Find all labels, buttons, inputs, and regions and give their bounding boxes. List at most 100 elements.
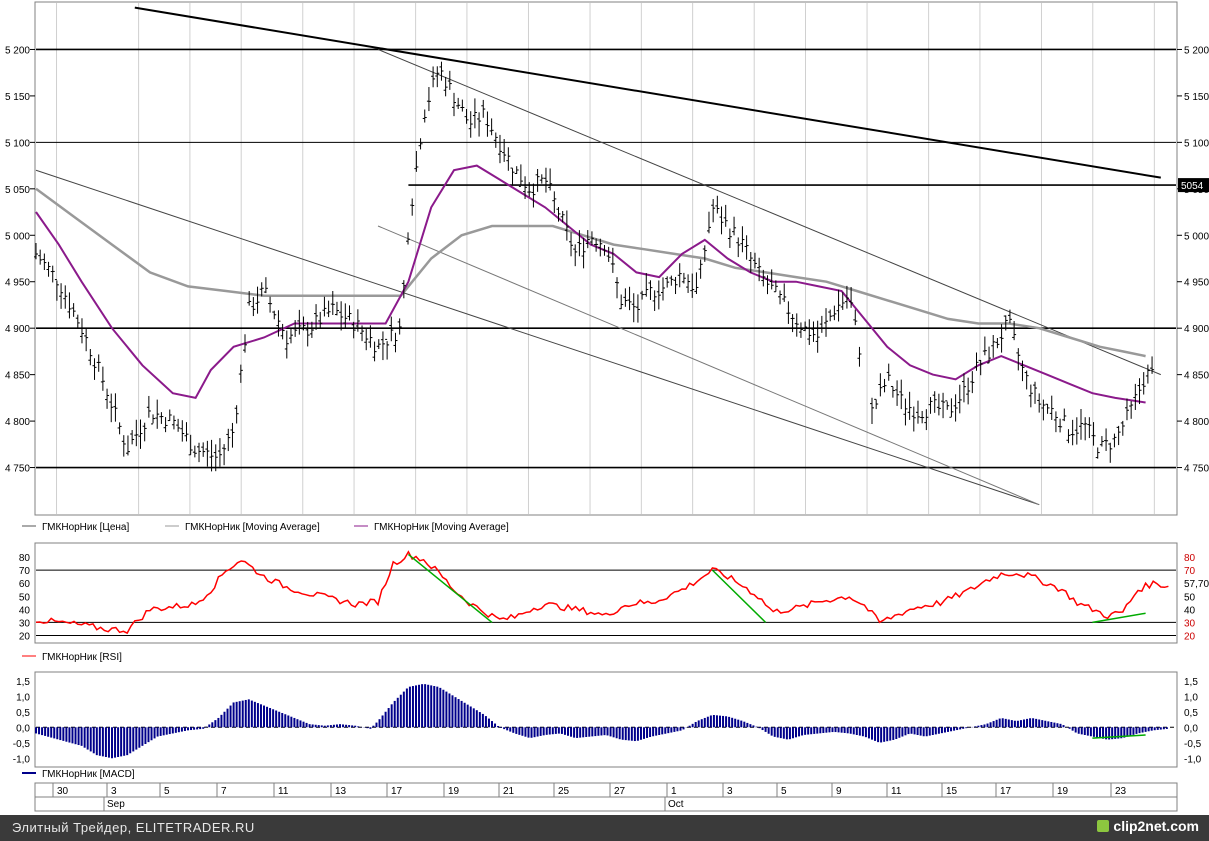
trend-line bbox=[377, 225, 1040, 506]
y-tick-label-left: 5 200 bbox=[5, 45, 30, 56]
x-day-label: 5 bbox=[781, 786, 787, 797]
legend-rsi: ГМКНорНик [RSI] bbox=[42, 652, 122, 663]
macd-legend: ГМКНорНик [MACD] bbox=[22, 769, 135, 780]
x-day-label: 7 bbox=[221, 786, 227, 797]
rsi-tick-label-right: 40 bbox=[1184, 605, 1196, 616]
price-panel bbox=[34, 1, 1178, 516]
clip2net-icon bbox=[1097, 820, 1110, 832]
macd-tick-label-left: 1,5 bbox=[16, 677, 30, 688]
ma-short-line bbox=[35, 164, 1146, 404]
rsi-panel bbox=[34, 542, 1178, 644]
legend-ma-long: ГМКНорНик [Moving Average] bbox=[185, 522, 320, 533]
rsi-trend-line bbox=[711, 569, 767, 623]
rsi-tick-label-left: 30 bbox=[19, 618, 31, 629]
trend-line bbox=[35, 169, 1040, 506]
x-day-label: 21 bbox=[503, 786, 515, 797]
last-value-tag bbox=[1178, 178, 1209, 193]
y-tick-label-right: 4 950 bbox=[1184, 278, 1209, 289]
rsi-tick-label-left: 80 bbox=[19, 553, 31, 564]
trend-line bbox=[134, 6, 1161, 179]
y-tick-label-left: 4 750 bbox=[5, 464, 30, 475]
x-day-label: 1 bbox=[671, 786, 677, 797]
macd-tick-label-right: -0,5 bbox=[1184, 739, 1202, 750]
price-legend: ГМКНорНик [Цена] ГМКНорНик [Moving Avera… bbox=[22, 522, 509, 533]
rsi-trend-line bbox=[1092, 612, 1146, 624]
x-month-label: Oct bbox=[668, 799, 684, 810]
y-tick-label-right: 4 800 bbox=[1184, 417, 1209, 428]
y-tick-label-right: 5 000 bbox=[1184, 231, 1209, 242]
x-day-label: 17 bbox=[1000, 786, 1012, 797]
macd-tick-label-right: 0,0 bbox=[1184, 723, 1198, 734]
macd-tick-label-right: 0,5 bbox=[1184, 708, 1198, 719]
rsi-tick-label-right: 70 bbox=[1184, 566, 1196, 577]
x-day-label: 9 bbox=[836, 786, 842, 797]
x-day-label: 17 bbox=[391, 786, 403, 797]
x-day-label: 30 bbox=[57, 786, 69, 797]
macd-tick-label-right: 1,0 bbox=[1184, 692, 1198, 703]
macd-tick-label-left: -1,0 bbox=[13, 754, 31, 765]
macd-tick-label-right: -1,0 bbox=[1184, 754, 1202, 765]
last-value-label: 5054 bbox=[1181, 181, 1204, 192]
x-day-label: 27 bbox=[614, 786, 626, 797]
rsi-tick-label-left: 20 bbox=[19, 631, 31, 642]
macd-layer bbox=[35, 684, 1168, 759]
macd-trend-line bbox=[1092, 734, 1146, 739]
footer-brand-text: clip2net.com bbox=[1113, 818, 1199, 834]
macd-tick-label-left: 0,5 bbox=[16, 708, 30, 719]
price-layer: 5054 bbox=[34, 6, 1209, 506]
x-day-label: 19 bbox=[448, 786, 460, 797]
rsi-tick-label-right: 80 bbox=[1184, 553, 1196, 564]
x-day-label: 11 bbox=[278, 786, 289, 797]
rsi-trend-line bbox=[407, 553, 493, 623]
x-month-label: Sep bbox=[107, 799, 125, 810]
x-day-label: 15 bbox=[946, 786, 958, 797]
macd-tick-label-left: 1,0 bbox=[16, 692, 30, 703]
y-tick-label-left: 5 000 bbox=[5, 231, 30, 242]
y-tick-label-right: 5 100 bbox=[1184, 138, 1209, 149]
legend-price: ГМКНорНик [Цена] bbox=[42, 522, 129, 533]
rsi-grid: 80 80 70 70 60 57,70 50 50 40 40 30 30 20 20 bbox=[19, 553, 1209, 642]
y-tick-label-left: 5 050 bbox=[5, 185, 30, 196]
x-day-label: 3 bbox=[727, 786, 733, 797]
y-tick-label-left: 4 900 bbox=[5, 324, 30, 335]
y-tick-label-left: 4 850 bbox=[5, 371, 30, 382]
rsi-line bbox=[35, 550, 1169, 635]
macd-tick-label-left: -0,5 bbox=[13, 739, 31, 750]
y-tick-label-left: 4 800 bbox=[5, 417, 30, 428]
x-day-label: 13 bbox=[335, 786, 347, 797]
y-tick-label-right: 4 900 bbox=[1184, 324, 1209, 335]
macd-tick-label-left: 0,0 bbox=[16, 723, 30, 734]
footer-brand[interactable]: clip2net.com bbox=[1097, 818, 1199, 834]
rsi-tick-label-right: 30 bbox=[1184, 618, 1196, 629]
y-tick-label-left: 5 100 bbox=[5, 138, 30, 149]
legend-ma-short: ГМКНорНик [Moving Average] bbox=[374, 522, 509, 533]
rsi-tick-label-right: 57,70 bbox=[1184, 579, 1209, 590]
macd-grid: 1,5 1,5 1,0 1,0 0,5 0,5 0,0 0,0 -0,5 -0,5 -1,0 -1,0 bbox=[13, 677, 1202, 766]
x-day-label: 5 bbox=[164, 786, 170, 797]
rsi-tick-label-left: 40 bbox=[19, 605, 31, 616]
y-tick-label-right: 4 750 bbox=[1184, 464, 1209, 475]
trend-line bbox=[377, 48, 1161, 376]
legend-macd: ГМКНорНик [MACD] bbox=[42, 769, 135, 780]
x-day-label: 19 bbox=[1057, 786, 1069, 797]
rsi-tick-label-left: 70 bbox=[19, 566, 31, 577]
rsi-tick-label-left: 50 bbox=[19, 592, 31, 603]
rsi-tick-label-left: 60 bbox=[19, 579, 31, 590]
macd-tick-label-right: 1,5 bbox=[1184, 677, 1198, 688]
x-day-label: 3 bbox=[111, 786, 117, 797]
x-day-label: 11 bbox=[891, 786, 902, 797]
footer-source-text: Элитный Трейдер, ELITETRADER.RU bbox=[12, 820, 255, 835]
rsi-legend: ГМКНорНик [RSI] bbox=[22, 652, 122, 663]
rsi-layer bbox=[35, 550, 1169, 635]
y-tick-label-left: 4 950 bbox=[5, 278, 30, 289]
y-tick-label-right: 5 150 bbox=[1184, 92, 1209, 103]
y-tick-label-right: 4 850 bbox=[1184, 371, 1209, 382]
y-tick-label-right: 5 200 bbox=[1184, 45, 1209, 56]
y-tick-label-left: 5 150 bbox=[5, 92, 30, 103]
rsi-tick-label-right: 50 bbox=[1184, 592, 1196, 603]
x-day-label: 25 bbox=[558, 786, 570, 797]
footer-bar: Элитный Трейдер, ELITETRADER.RU clip2net… bbox=[0, 815, 1209, 841]
